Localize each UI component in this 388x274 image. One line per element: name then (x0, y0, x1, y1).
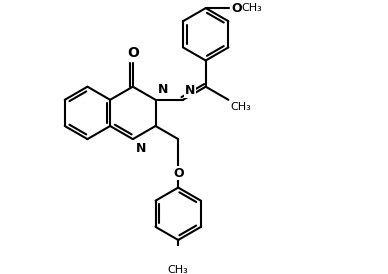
Text: O: O (173, 167, 184, 180)
Text: N: N (158, 83, 168, 96)
Text: N: N (185, 84, 195, 97)
Text: CH₃: CH₃ (230, 102, 251, 112)
Text: CH₃: CH₃ (168, 265, 189, 274)
Text: O: O (231, 2, 242, 15)
Text: O: O (127, 46, 139, 60)
Text: N: N (135, 142, 146, 155)
Text: CH₃: CH₃ (242, 3, 262, 13)
